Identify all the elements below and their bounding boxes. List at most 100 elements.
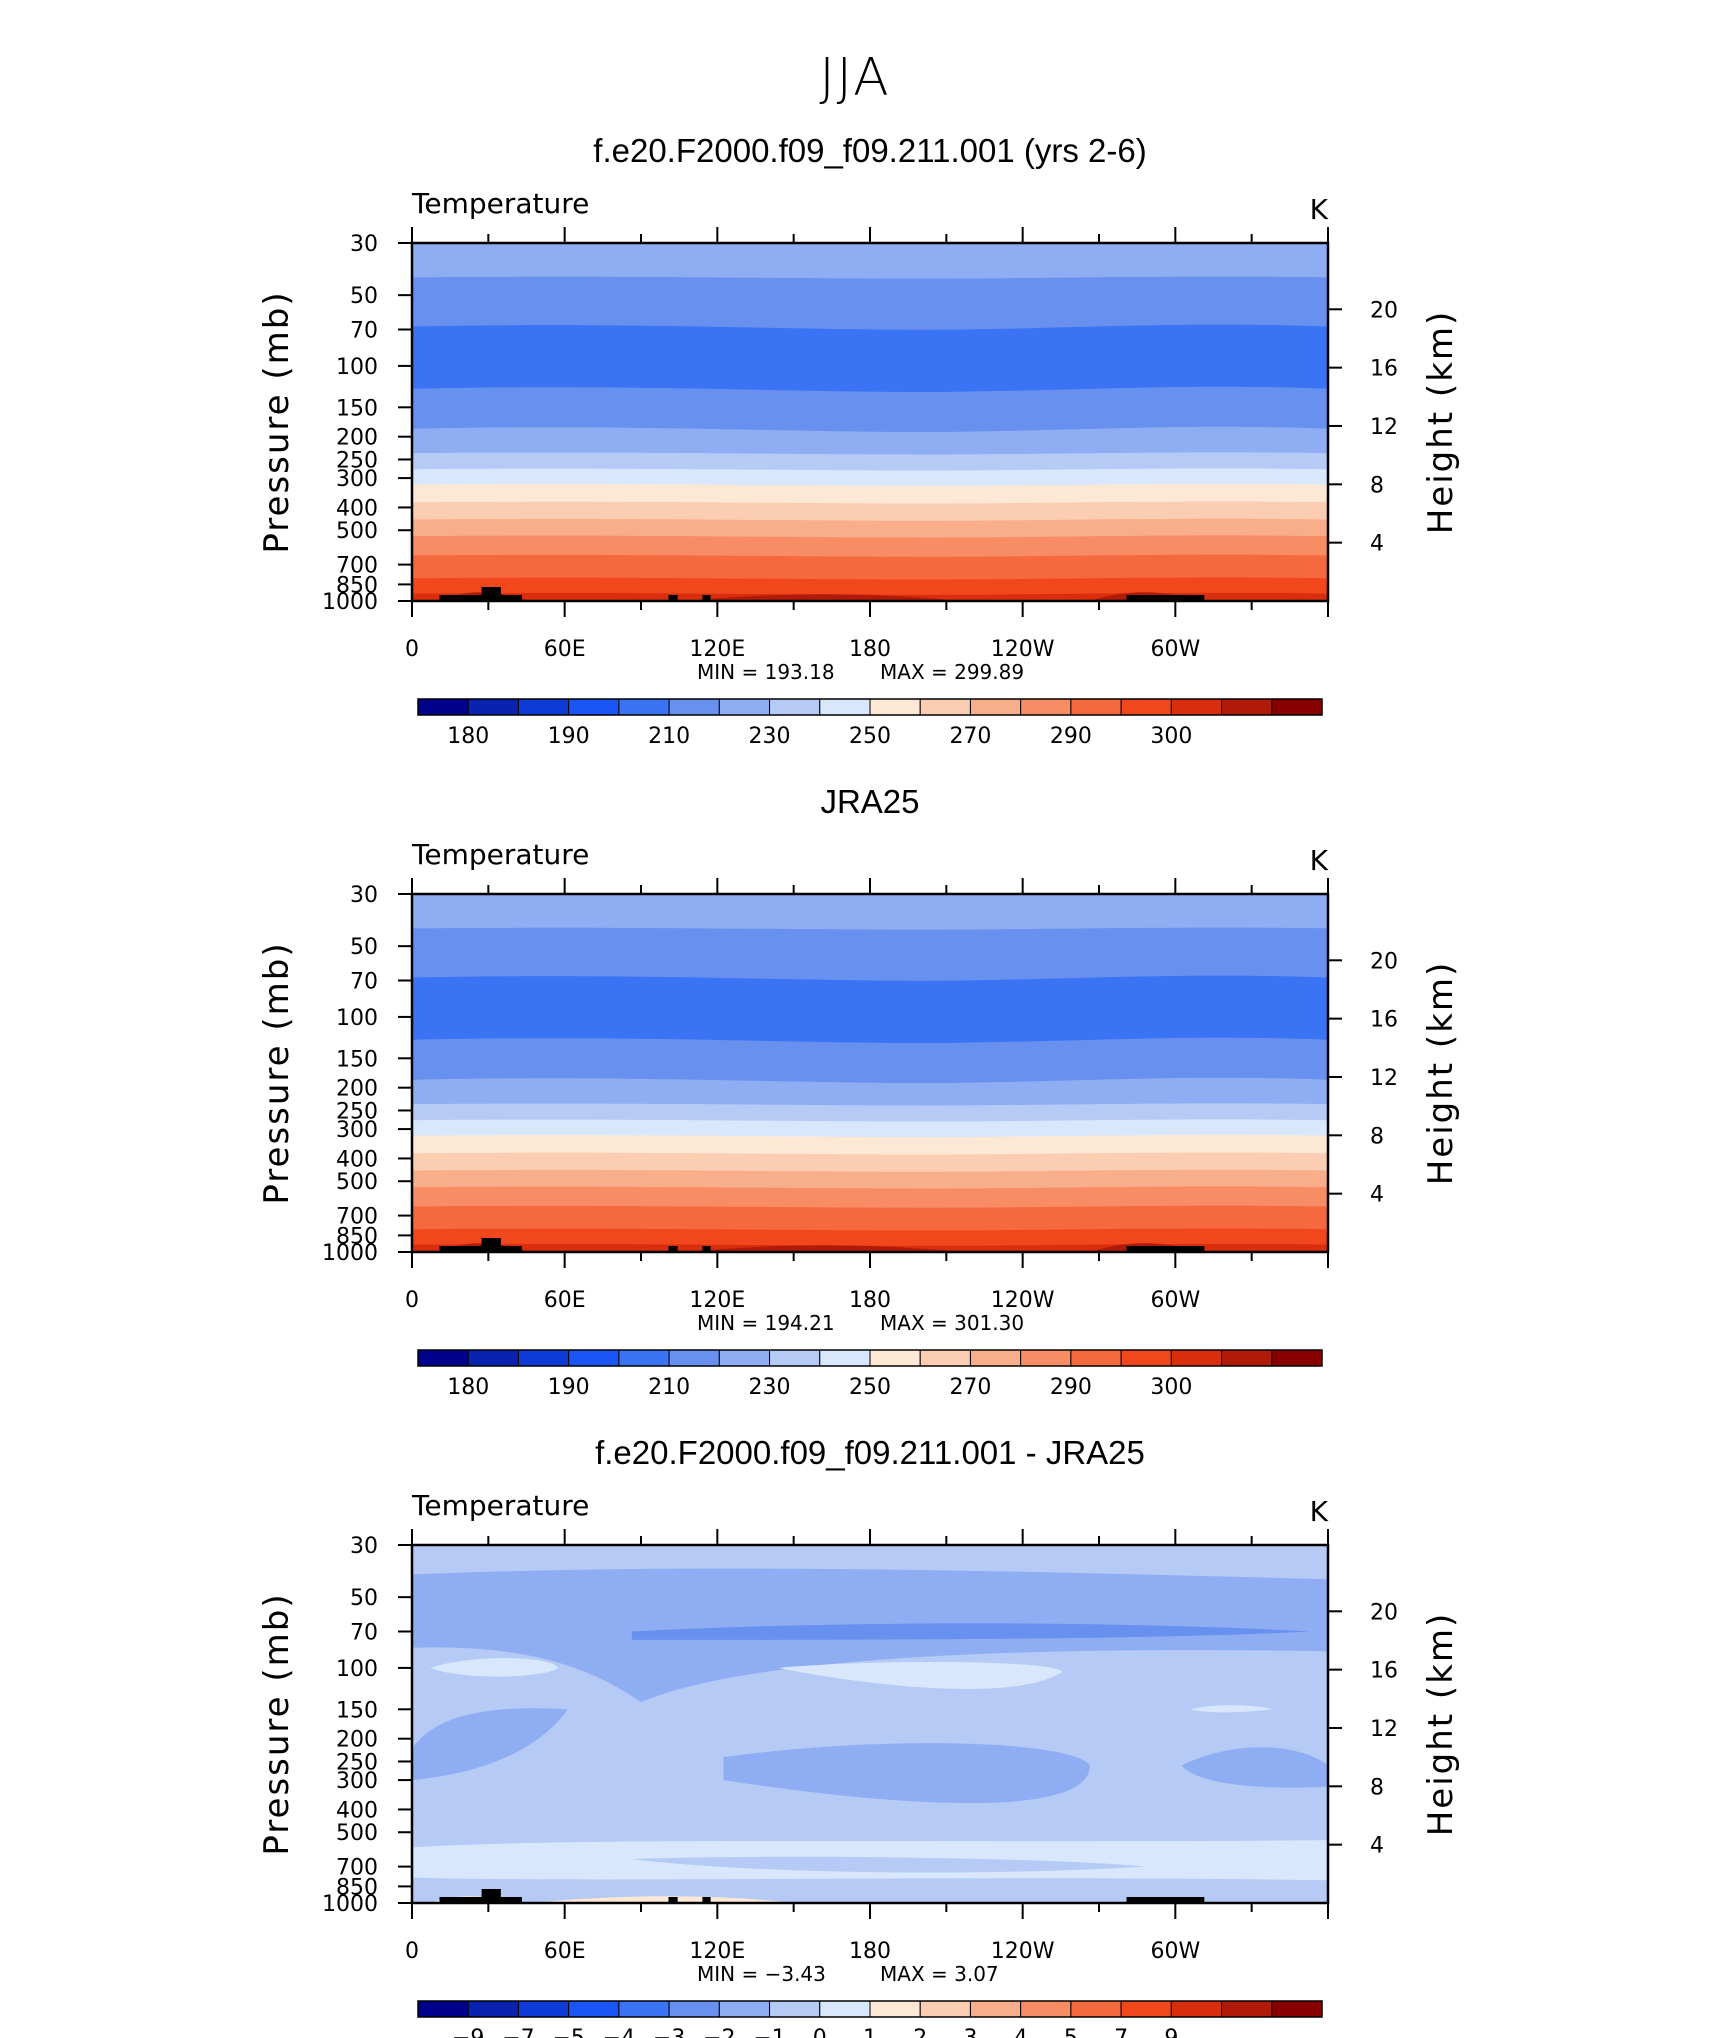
colorbar-swatch	[969, 1349, 1022, 1367]
y-right-tick-label: 16	[1370, 357, 1398, 382]
y-right-tick-label: 20	[1370, 298, 1398, 323]
topography-mask	[481, 1889, 501, 1903]
y-tick-label: 300	[336, 467, 378, 492]
panel-title: JRA25	[820, 783, 919, 820]
colorbar-frame	[417, 698, 1323, 716]
y-tick-label: 150	[336, 1047, 378, 1072]
colorbar-label: 190	[548, 724, 590, 749]
colorbar-swatch	[568, 2000, 620, 2018]
topography-mask	[481, 587, 501, 601]
colorbar-swatch	[919, 698, 971, 716]
x-tick-label: 120W	[991, 1939, 1055, 1964]
colorbar-label: 250	[849, 724, 891, 749]
colorbar-label: 290	[1050, 724, 1092, 749]
colorbar-swatch	[1170, 698, 1223, 716]
colorbar-label: 0	[813, 2026, 827, 2038]
y-right-tick-label: 8	[1370, 1775, 1384, 1800]
x-tick-label: 60E	[544, 1939, 586, 1964]
contour-band	[430, 1658, 559, 1677]
y-tick-label: 700	[336, 554, 378, 579]
colorbar-label: 9	[1164, 2026, 1178, 2038]
colorbar-label: 5	[1064, 2026, 1078, 2038]
y-tick-label: 400	[336, 1147, 378, 1172]
colorbar-swatch	[769, 1349, 821, 1367]
y-tick-label: 850	[336, 573, 378, 598]
topography-mask	[439, 595, 522, 601]
y-tick-label: 150	[336, 396, 378, 421]
colorbar-swatch	[568, 1349, 620, 1367]
colorbar-swatch	[1271, 1349, 1323, 1367]
colorbar-swatch	[668, 2000, 720, 2018]
colorbar-swatch	[819, 2000, 871, 2018]
y-tick-label: 100	[336, 1657, 378, 1682]
x-tick-label: 60W	[1150, 637, 1200, 662]
max-label: MAX = 3.07	[880, 1962, 999, 1986]
topography-mask	[668, 595, 678, 601]
topography-mask	[1126, 1246, 1205, 1252]
y-right-tick-label: 16	[1370, 1008, 1398, 1033]
colorbar-label: 210	[648, 1375, 690, 1400]
colorbar-swatch	[769, 698, 821, 716]
colorbar-swatch	[869, 2000, 921, 2018]
colorbar-swatch	[668, 1349, 720, 1367]
y-right-tick-label: 16	[1370, 1659, 1398, 1684]
contour-band	[1181, 1747, 1328, 1788]
y-axis-title: Pressure (mb)	[257, 941, 297, 1204]
colorbar-swatch	[517, 1349, 570, 1367]
x-tick-label: 60E	[544, 637, 586, 662]
y-tick-label: 150	[336, 1698, 378, 1723]
colorbar-swatch	[1271, 698, 1323, 716]
y-tick-label: 500	[336, 519, 378, 544]
colorbar: 180 190 210 230 250 270 290 300	[417, 1349, 1323, 1400]
colorbar-swatch	[618, 2000, 670, 2018]
colorbar-swatch	[1120, 698, 1172, 716]
colorbar-swatch	[1070, 2000, 1122, 2018]
x-tick-label: 0	[405, 637, 419, 662]
x-tick-label: 120W	[991, 1288, 1055, 1313]
colorbar: 180 190 210 230 250 270 290 300	[417, 698, 1323, 749]
colorbar-label: 4	[1014, 2026, 1028, 2038]
x-tick-label: 180	[849, 637, 891, 662]
y-right-tick-label: 20	[1370, 949, 1398, 974]
colorbar-swatch	[1221, 2000, 1273, 2018]
colorbar-swatch	[467, 2000, 519, 2018]
y-right-tick-label: 4	[1370, 1183, 1384, 1208]
contour-band	[412, 1708, 568, 1781]
colorbar-swatch	[718, 2000, 771, 2018]
contour-band	[631, 1856, 1145, 1873]
colorbar-swatch	[869, 1349, 921, 1367]
colorbar-swatch	[668, 698, 720, 716]
y-tick-label: 1000	[322, 590, 378, 615]
y-tick-label: 50	[350, 284, 378, 309]
colorbar-swatch	[1221, 1349, 1273, 1367]
x-tick-label: 180	[849, 1288, 891, 1313]
colorbar-label: −3	[653, 2026, 685, 2038]
y-tick-label: 1000	[322, 1241, 378, 1266]
x-tick-label: 120E	[689, 637, 745, 662]
colorbar-label: −5	[552, 2026, 584, 2038]
y-right-tick-label: 4	[1370, 1834, 1384, 1859]
colorbar-swatch	[718, 1349, 771, 1367]
colorbar: −9 −7 −5 −4 −3 −2 −1 0 1 2 3 4 5 7 9	[417, 2000, 1323, 2038]
y-tick-label: 200	[336, 426, 378, 451]
x-tick-label: 0	[405, 1939, 419, 1964]
colorbar-label: −9	[452, 2026, 484, 2038]
colorbar-swatch	[417, 1349, 469, 1367]
colorbar-swatch	[1271, 2000, 1323, 2018]
colorbar-swatch	[869, 698, 921, 716]
colorbar-frame	[417, 2000, 1323, 2018]
topography-mask	[702, 595, 711, 601]
y-tick-label: 30	[350, 1534, 378, 1559]
contour-band	[631, 1623, 1310, 1640]
y-axis-title: Pressure (mb)	[257, 290, 297, 553]
y-right-tick-label: 12	[1370, 1717, 1398, 1742]
colorbar-swatch	[1020, 1349, 1072, 1367]
colorbar-label: 270	[949, 724, 991, 749]
topography-mask	[439, 1897, 522, 1903]
y-tick-label: 70	[350, 319, 378, 344]
contour-band	[723, 1743, 1090, 1804]
